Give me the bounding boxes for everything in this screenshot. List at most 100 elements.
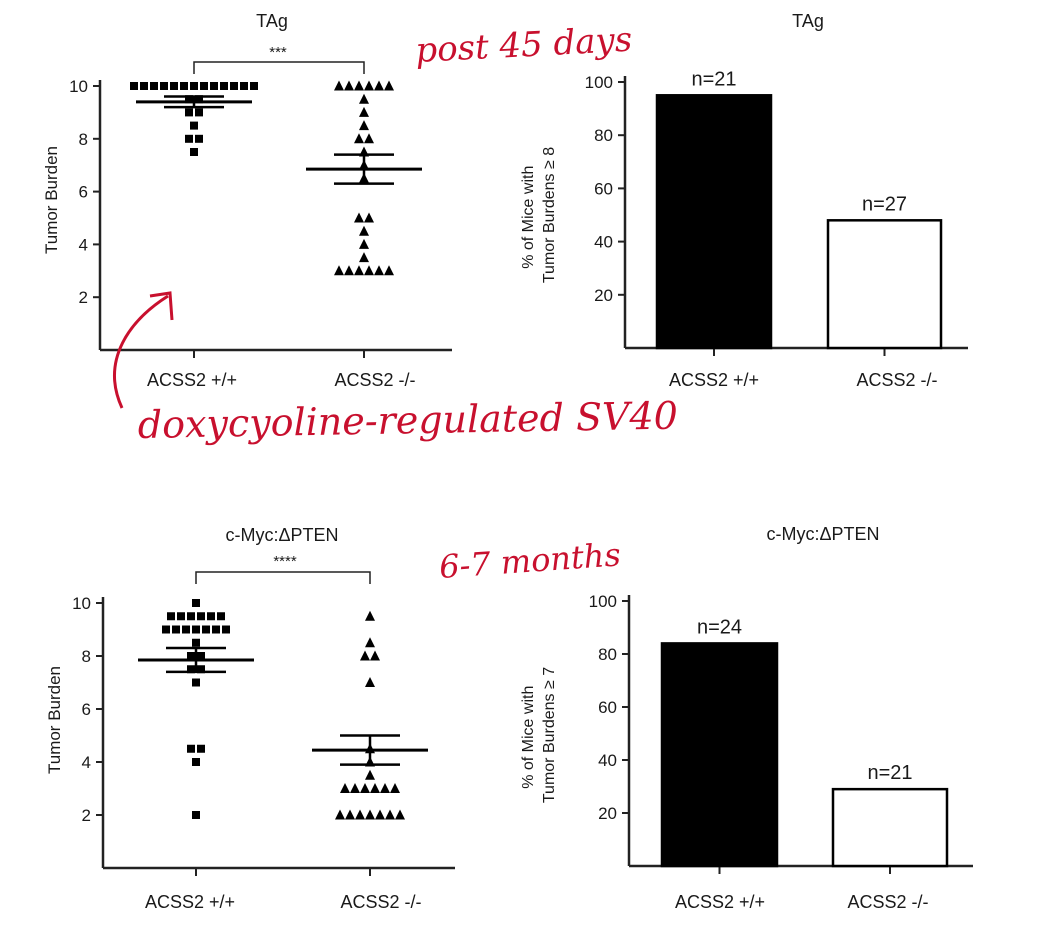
myc-scatter-point-square bbox=[167, 612, 175, 621]
tag-bar-ytick-label: 60 bbox=[594, 179, 613, 198]
tag-scatter-point-triangle bbox=[344, 80, 354, 91]
myc-scatter-category-wt: ACSS2 +/+ bbox=[145, 892, 235, 912]
myc-scatter-point-square bbox=[187, 652, 195, 660]
myc-scatter-point-triangle bbox=[365, 769, 375, 780]
tag-scatter-category-ko: ACSS2 -/- bbox=[334, 370, 415, 390]
myc-scatter-point-triangle bbox=[355, 809, 365, 820]
tag-scatter-point-triangle bbox=[364, 80, 374, 91]
myc-scatter-point-square bbox=[192, 625, 200, 634]
myc-scatter-point-square bbox=[222, 625, 230, 634]
tag-scatter-point-triangle bbox=[354, 133, 364, 144]
annotation-arrow-icon bbox=[113, 294, 169, 409]
myc-bar-ytick-label: 80 bbox=[598, 645, 617, 664]
tag-scatter-point-triangle bbox=[364, 265, 374, 276]
tag-scatter-point-triangle bbox=[384, 265, 394, 276]
myc-significance-stars: **** bbox=[273, 553, 297, 570]
myc-scatter-point-square bbox=[187, 612, 195, 621]
myc-scatter-point-square bbox=[197, 652, 205, 660]
myc-scatter-significance-bracket bbox=[195, 571, 371, 584]
myc-scatter-point-square bbox=[172, 625, 180, 634]
myc-scatter-point-square bbox=[162, 625, 170, 634]
tag-scatter-point-square bbox=[185, 134, 193, 143]
myc-scatter-point-triangle bbox=[345, 809, 355, 820]
myc-scatter-point-square bbox=[217, 612, 225, 621]
tag-scatter-point-square bbox=[185, 108, 193, 117]
tag-scatter-point-square bbox=[150, 82, 158, 90]
tag-scatter-point-triangle bbox=[374, 80, 384, 91]
myc-bar-ylabel: % of Mice with Tumor Burdens ≥ 7 bbox=[520, 667, 558, 803]
tag-scatter-ytick-label: 4 bbox=[79, 235, 88, 254]
myc-scatter-point-triangle bbox=[365, 637, 375, 648]
myc-scatter-point-square bbox=[182, 625, 190, 634]
tag-scatter-point-square bbox=[200, 82, 208, 90]
myc-scatter-point-triangle bbox=[365, 809, 375, 820]
myc-scatter-point-triangle bbox=[350, 783, 360, 793]
tag-scatter-point-square bbox=[160, 82, 168, 90]
tag-bar-bar-ko bbox=[826, 219, 943, 350]
myc-bar-ylabel-line2: Tumor Burdens ≥ 7 bbox=[541, 667, 558, 803]
tag-scatter-ylabel: Tumor Burden bbox=[42, 146, 61, 254]
myc-scatter-point-square bbox=[197, 744, 205, 753]
myc-scatter-point-triangle bbox=[360, 783, 370, 793]
myc-scatter-point-triangle bbox=[365, 610, 375, 621]
myc-scatter-point-square bbox=[197, 612, 205, 621]
myc-scatter-point-square bbox=[212, 625, 220, 634]
tag-scatter-point-square bbox=[140, 82, 148, 90]
myc-bar-ylabel-line1: % of Mice with bbox=[520, 686, 537, 789]
annotation-arrowhead-icon bbox=[149, 291, 174, 321]
tag-scatter-point-triangle bbox=[354, 80, 364, 91]
tag-bar-ytick-label: 80 bbox=[594, 126, 613, 145]
myc-scatter-point-triangle bbox=[360, 650, 370, 661]
tag-scatter-point-square bbox=[220, 82, 228, 90]
myc-scatter-point-square bbox=[192, 638, 200, 647]
tag-scatter-category-wt: ACSS2 +/+ bbox=[147, 370, 237, 390]
tag-bar-ylabel-line1: % of Mice with bbox=[520, 166, 537, 269]
tag-bar-title: TAg bbox=[792, 11, 824, 31]
tag-scatter-ytick-label: 10 bbox=[69, 77, 88, 96]
tag-scatter-point-square bbox=[190, 121, 198, 130]
myc-scatter-point-triangle bbox=[385, 809, 395, 820]
myc-bar-category-wt: ACSS2 +/+ bbox=[675, 892, 765, 912]
tag-scatter-point-triangle bbox=[344, 265, 354, 276]
annotation-6-7-months: 6-7 months bbox=[438, 535, 622, 586]
myc-bar-ytick-label: 100 bbox=[589, 592, 617, 611]
tag-scatter-point-triangle bbox=[354, 265, 364, 276]
tag-scatter-title: TAg bbox=[256, 11, 288, 31]
tag-scatter-point-triangle bbox=[354, 212, 364, 223]
tag-bar-panel: TAg % of Mice with Tumor Burdens ≥ 8 ACS… bbox=[520, 11, 968, 390]
myc-bar-category-ko: ACSS2 -/- bbox=[847, 892, 928, 912]
tag-scatter-point-triangle bbox=[364, 212, 374, 223]
tag-scatter-point-square bbox=[190, 82, 198, 90]
myc-scatter-ytick-label: 10 bbox=[72, 594, 91, 613]
myc-scatter-point-triangle bbox=[335, 809, 345, 820]
tag-scatter-point-triangle bbox=[359, 120, 369, 131]
myc-scatter-point-square bbox=[187, 665, 195, 674]
tag-scatter-point-square bbox=[210, 82, 218, 90]
tag-scatter-significance-bracket bbox=[193, 61, 365, 74]
tag-scatter-point-square bbox=[190, 148, 198, 156]
myc-scatter-point-triangle bbox=[380, 783, 390, 793]
myc-scatter-ytick-label: 2 bbox=[82, 806, 91, 825]
tag-scatter-ytick-label: 2 bbox=[79, 288, 88, 307]
myc-scatter-point-square bbox=[192, 678, 200, 687]
tag-scatter-point-triangle bbox=[359, 93, 369, 104]
handwritten-annotations: post 45 days doxycyoline-regulated SV40 … bbox=[113, 20, 678, 586]
myc-scatter-point-triangle bbox=[395, 809, 405, 820]
myc-scatter-point-square bbox=[177, 612, 185, 621]
myc-scatter-ytick-label: 6 bbox=[82, 700, 91, 719]
tag-significance-stars: *** bbox=[269, 44, 287, 61]
myc-bar-data-label: n=21 bbox=[867, 762, 912, 784]
tag-scatter-point-triangle bbox=[359, 238, 369, 249]
myc-bar-panel: c-Myc:ΔPTEN % of Mice with Tumor Burdens… bbox=[520, 524, 973, 912]
myc-scatter-title: c-Myc:ΔPTEN bbox=[225, 525, 338, 545]
myc-scatter-point-triangle bbox=[370, 650, 380, 661]
myc-bar-ytick-label: 40 bbox=[598, 751, 617, 770]
tag-scatter-point-square bbox=[180, 82, 188, 90]
tag-bar-ylabel-line2: Tumor Burdens ≥ 8 bbox=[541, 147, 558, 283]
tag-bar-bar-wt bbox=[655, 94, 773, 350]
myc-scatter-point-square bbox=[187, 744, 195, 753]
tag-scatter-ytick-label: 8 bbox=[79, 130, 88, 149]
myc-bar-bar-ko bbox=[831, 787, 949, 868]
tag-scatter-point-square bbox=[170, 82, 178, 90]
